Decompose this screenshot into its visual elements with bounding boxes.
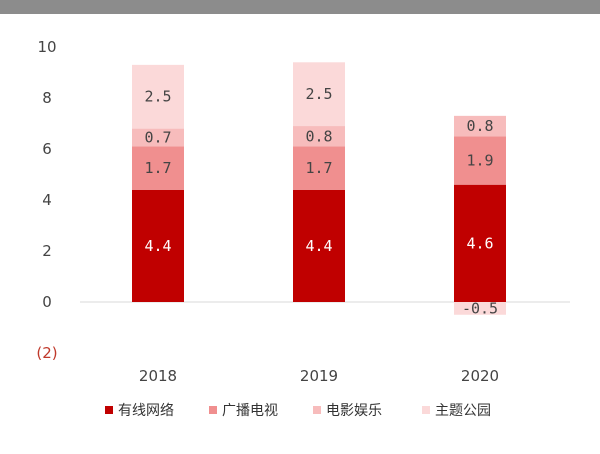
bar-segment bbox=[454, 302, 506, 315]
data-label: 2.5 bbox=[305, 85, 332, 103]
x-tick-label: 2020 bbox=[461, 367, 499, 385]
bar-segment bbox=[132, 64, 184, 129]
data-label: 0.8 bbox=[466, 117, 493, 135]
legend-label: 有线网络 bbox=[118, 403, 174, 419]
bar-segment bbox=[132, 128, 184, 147]
data-label: -0.5 bbox=[462, 299, 498, 317]
bar-segment bbox=[132, 189, 184, 302]
y-tick-label: 4 bbox=[42, 191, 52, 209]
data-label: 4.4 bbox=[144, 237, 171, 255]
y-tick-label: 0 bbox=[42, 293, 52, 311]
bar-segment bbox=[132, 146, 184, 190]
y-tick-label: 8 bbox=[42, 89, 52, 107]
legend: 有线网络 广播电视 电影娱乐 主题公园 bbox=[105, 403, 491, 419]
legend-swatch bbox=[209, 406, 217, 414]
data-label: 1.7 bbox=[305, 159, 332, 177]
data-label: 4.4 bbox=[305, 237, 332, 255]
y-tick-label: 6 bbox=[42, 140, 52, 158]
legend-label: 电影娱乐 bbox=[326, 403, 382, 419]
y-tick-label: (2) bbox=[36, 344, 57, 362]
bar-segment bbox=[293, 189, 345, 302]
x-tick-label: 2019 bbox=[300, 367, 338, 385]
data-label: 0.7 bbox=[144, 129, 171, 147]
bar-segment bbox=[293, 146, 345, 190]
y-tick-label: 10 bbox=[37, 38, 56, 56]
legend-swatch bbox=[422, 406, 430, 414]
y-axis: 10 8 6 4 2 0 (2) bbox=[36, 38, 57, 362]
legend-label: 广播电视 bbox=[222, 403, 278, 419]
x-axis: 2018 2019 2020 bbox=[139, 367, 499, 385]
data-label: 2.5 bbox=[144, 88, 171, 106]
data-label: 1.9 bbox=[466, 151, 493, 169]
top-border bbox=[0, 0, 600, 14]
data-label: 4.6 bbox=[466, 234, 493, 252]
bar-segment bbox=[454, 184, 506, 302]
bar-segment bbox=[293, 62, 345, 127]
legend-swatch bbox=[313, 406, 321, 414]
data-label: 0.8 bbox=[305, 127, 332, 145]
data-label: 1.7 bbox=[144, 159, 171, 177]
bar-segment bbox=[454, 115, 506, 137]
bars: 4.4 1.7 0.7 2.5 4.4 1.7 0.8 2.5 4.6 1.9 0.8 -0.5 bbox=[132, 62, 506, 317]
bar-segment bbox=[454, 136, 506, 185]
legend-swatch bbox=[105, 406, 113, 414]
y-tick-label: 2 bbox=[42, 242, 52, 260]
legend-label: 主题公园 bbox=[435, 403, 491, 419]
bar-segment bbox=[293, 126, 345, 147]
x-tick-label: 2018 bbox=[139, 367, 177, 385]
